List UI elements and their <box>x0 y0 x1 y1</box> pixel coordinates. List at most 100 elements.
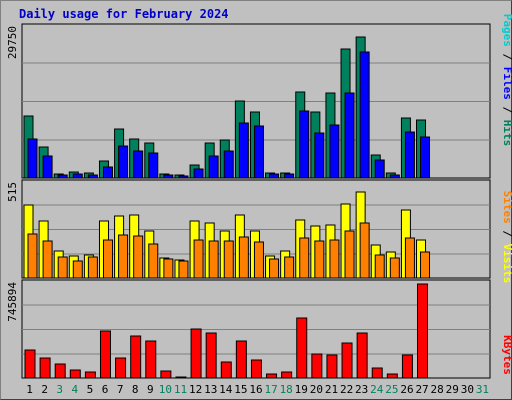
sites-bar <box>420 251 431 279</box>
legend-entry: Visits <box>501 244 512 284</box>
day-label: 16 <box>249 383 262 396</box>
sites-bar <box>133 235 144 279</box>
files-bar <box>223 150 234 179</box>
files-bar <box>359 51 370 179</box>
sites-bar <box>299 237 310 279</box>
kbytes-bar <box>235 340 247 379</box>
files-bar <box>238 122 249 179</box>
day-label: 27 <box>415 383 428 396</box>
kbytes-bar <box>417 283 429 379</box>
legend-separator: / <box>501 100 512 120</box>
files-bar <box>299 110 310 179</box>
legend-entry: Sites <box>501 191 512 224</box>
day-label: 23 <box>355 383 368 396</box>
sites-bar <box>42 240 53 279</box>
sites-bar <box>102 239 113 279</box>
day-label: 10 <box>159 383 172 396</box>
kbytes-bar <box>160 370 172 379</box>
files-bar <box>404 131 415 179</box>
kbytes-bar <box>84 371 96 379</box>
kbytes-bar <box>311 353 323 379</box>
day-label: 15 <box>234 383 247 396</box>
kbytes-bar <box>130 335 142 379</box>
kbytes-bar <box>250 359 262 379</box>
files-bar <box>193 168 204 179</box>
day-label: 18 <box>280 383 293 396</box>
files-bar <box>253 125 264 179</box>
files-bar <box>329 124 340 179</box>
files-bar <box>42 155 53 179</box>
files-bar <box>27 138 38 179</box>
kbytes-bar <box>326 354 338 379</box>
kbytes-bar <box>341 342 353 379</box>
day-label: 7 <box>117 383 124 396</box>
day-label: 29 <box>446 383 459 396</box>
files-bar <box>314 132 325 179</box>
day-label: 19 <box>295 383 308 396</box>
kbytes-bar <box>281 371 293 379</box>
kbytes-bar <box>266 373 278 379</box>
legend-sites-visits: Sites / Visits <box>501 191 512 284</box>
kbytes-bar <box>24 349 36 379</box>
day-label: 8 <box>132 383 139 396</box>
legend-kbytes: KBytes <box>501 335 512 375</box>
kbytes-bar <box>39 357 51 379</box>
legend-separator: / <box>501 224 512 244</box>
day-label: 17 <box>264 383 277 396</box>
kbytes-bar <box>371 367 383 379</box>
files-bar <box>284 173 295 179</box>
sites-bar <box>148 243 159 279</box>
files-bar <box>72 173 83 179</box>
files-bar <box>118 145 129 179</box>
day-label: 6 <box>102 383 109 396</box>
kbytes-bar <box>175 376 187 379</box>
files-bar <box>148 152 159 179</box>
kbytes-bar <box>296 317 308 379</box>
kbytes-bar <box>386 373 398 379</box>
files-bar <box>178 175 189 179</box>
day-label: 30 <box>461 383 474 396</box>
sites-bar <box>329 239 340 279</box>
day-label: 1 <box>26 383 33 396</box>
files-bar <box>344 92 355 179</box>
day-label: 24 <box>370 383 384 396</box>
files-bar <box>102 166 113 179</box>
sites-bar <box>223 240 234 279</box>
day-label: 28 <box>431 383 444 396</box>
kbytes-ymax-label: 745894 <box>6 282 19 322</box>
sites-bar <box>57 256 68 279</box>
kbytes-bar <box>205 332 217 379</box>
sites-bar <box>238 236 249 279</box>
legend-separator: / <box>501 47 512 67</box>
sites-bar <box>269 258 280 279</box>
day-label: 2 <box>41 383 48 396</box>
sites-bar <box>253 241 264 279</box>
day-label: 5 <box>87 383 94 396</box>
sites-bar <box>344 230 355 279</box>
sites-bar <box>193 239 204 279</box>
sites-bar <box>359 222 370 279</box>
files-bar <box>269 173 280 179</box>
kbytes-bar <box>115 357 127 379</box>
kbytes-bar <box>401 354 413 379</box>
sites-bar <box>314 240 325 279</box>
kbytes-bar <box>356 332 368 379</box>
day-label: 21 <box>325 383 338 396</box>
files-bar <box>389 174 400 179</box>
sites-bar <box>27 233 38 279</box>
files-bar <box>87 174 98 179</box>
files-bar <box>163 174 174 179</box>
sites-bar <box>208 240 219 279</box>
day-label: 25 <box>385 383 398 396</box>
day-label: 14 <box>219 383 233 396</box>
day-label: 4 <box>72 383 79 396</box>
day-label: 13 <box>204 383 217 396</box>
kbytes-bar <box>145 340 157 379</box>
day-label: 26 <box>400 383 413 396</box>
day-label: 3 <box>56 383 63 396</box>
files-bar <box>133 150 144 179</box>
kbytes-bar <box>69 369 81 379</box>
day-label: 12 <box>189 383 202 396</box>
day-label: 31 <box>476 383 489 396</box>
